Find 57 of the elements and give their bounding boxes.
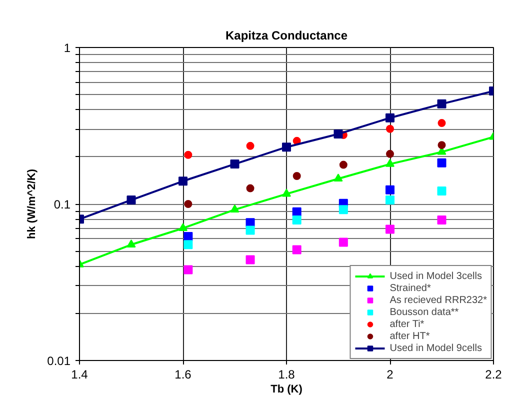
point — [386, 150, 394, 158]
x-axis-title: Tb (K) — [270, 384, 303, 396]
point — [292, 207, 302, 216]
point — [437, 186, 446, 196]
y-tick-label: 0.01 — [47, 354, 71, 368]
point — [246, 184, 254, 192]
point — [126, 240, 136, 248]
point — [246, 226, 255, 235]
y-tick-label: 1 — [64, 41, 71, 55]
point — [184, 150, 192, 159]
point — [339, 160, 348, 169]
point — [126, 196, 136, 205]
point — [184, 232, 193, 241]
point — [282, 188, 291, 197]
point — [338, 205, 348, 214]
x-tick-label: 1.8 — [278, 368, 296, 382]
point — [184, 200, 192, 208]
y-axis-title: hk (W/m^2/K) — [26, 168, 38, 239]
x-tick-label: 1.6 — [174, 368, 192, 382]
point — [338, 238, 348, 247]
legend-label: Strained* — [390, 282, 431, 294]
point — [386, 196, 394, 205]
point — [386, 224, 394, 234]
point — [386, 185, 394, 194]
y-tick-label: 0.1 — [54, 198, 71, 212]
x-tick-label: 2 — [386, 368, 394, 382]
point — [438, 141, 446, 150]
point — [334, 174, 343, 182]
legend-label: As recieved RRR232* — [390, 294, 487, 306]
point — [437, 216, 446, 225]
point — [437, 158, 446, 168]
point — [230, 160, 240, 169]
x-tick-label: 2.2 — [485, 368, 502, 382]
legend-label: Bousson data** — [390, 306, 459, 318]
point — [282, 142, 291, 152]
point — [178, 223, 188, 232]
point — [292, 216, 302, 225]
point — [386, 124, 394, 133]
x-tick-label: 1.4 — [71, 368, 88, 382]
point — [386, 158, 394, 167]
point — [386, 113, 394, 122]
legend-label: Used in Model 3cells — [390, 270, 482, 282]
point — [246, 255, 255, 264]
point — [178, 176, 188, 186]
chart-title: Kapitza Conductance — [225, 28, 348, 42]
point — [184, 265, 193, 274]
point — [438, 119, 446, 128]
point — [437, 99, 446, 108]
point — [230, 204, 240, 212]
legend-label: after HT* — [390, 330, 430, 342]
legend-label: Used in Model 9cells — [390, 342, 482, 354]
point — [184, 240, 193, 250]
point — [334, 130, 343, 139]
point — [246, 142, 254, 150]
point — [292, 172, 301, 180]
point — [292, 245, 302, 254]
legend-label: after Ti* — [390, 318, 424, 330]
